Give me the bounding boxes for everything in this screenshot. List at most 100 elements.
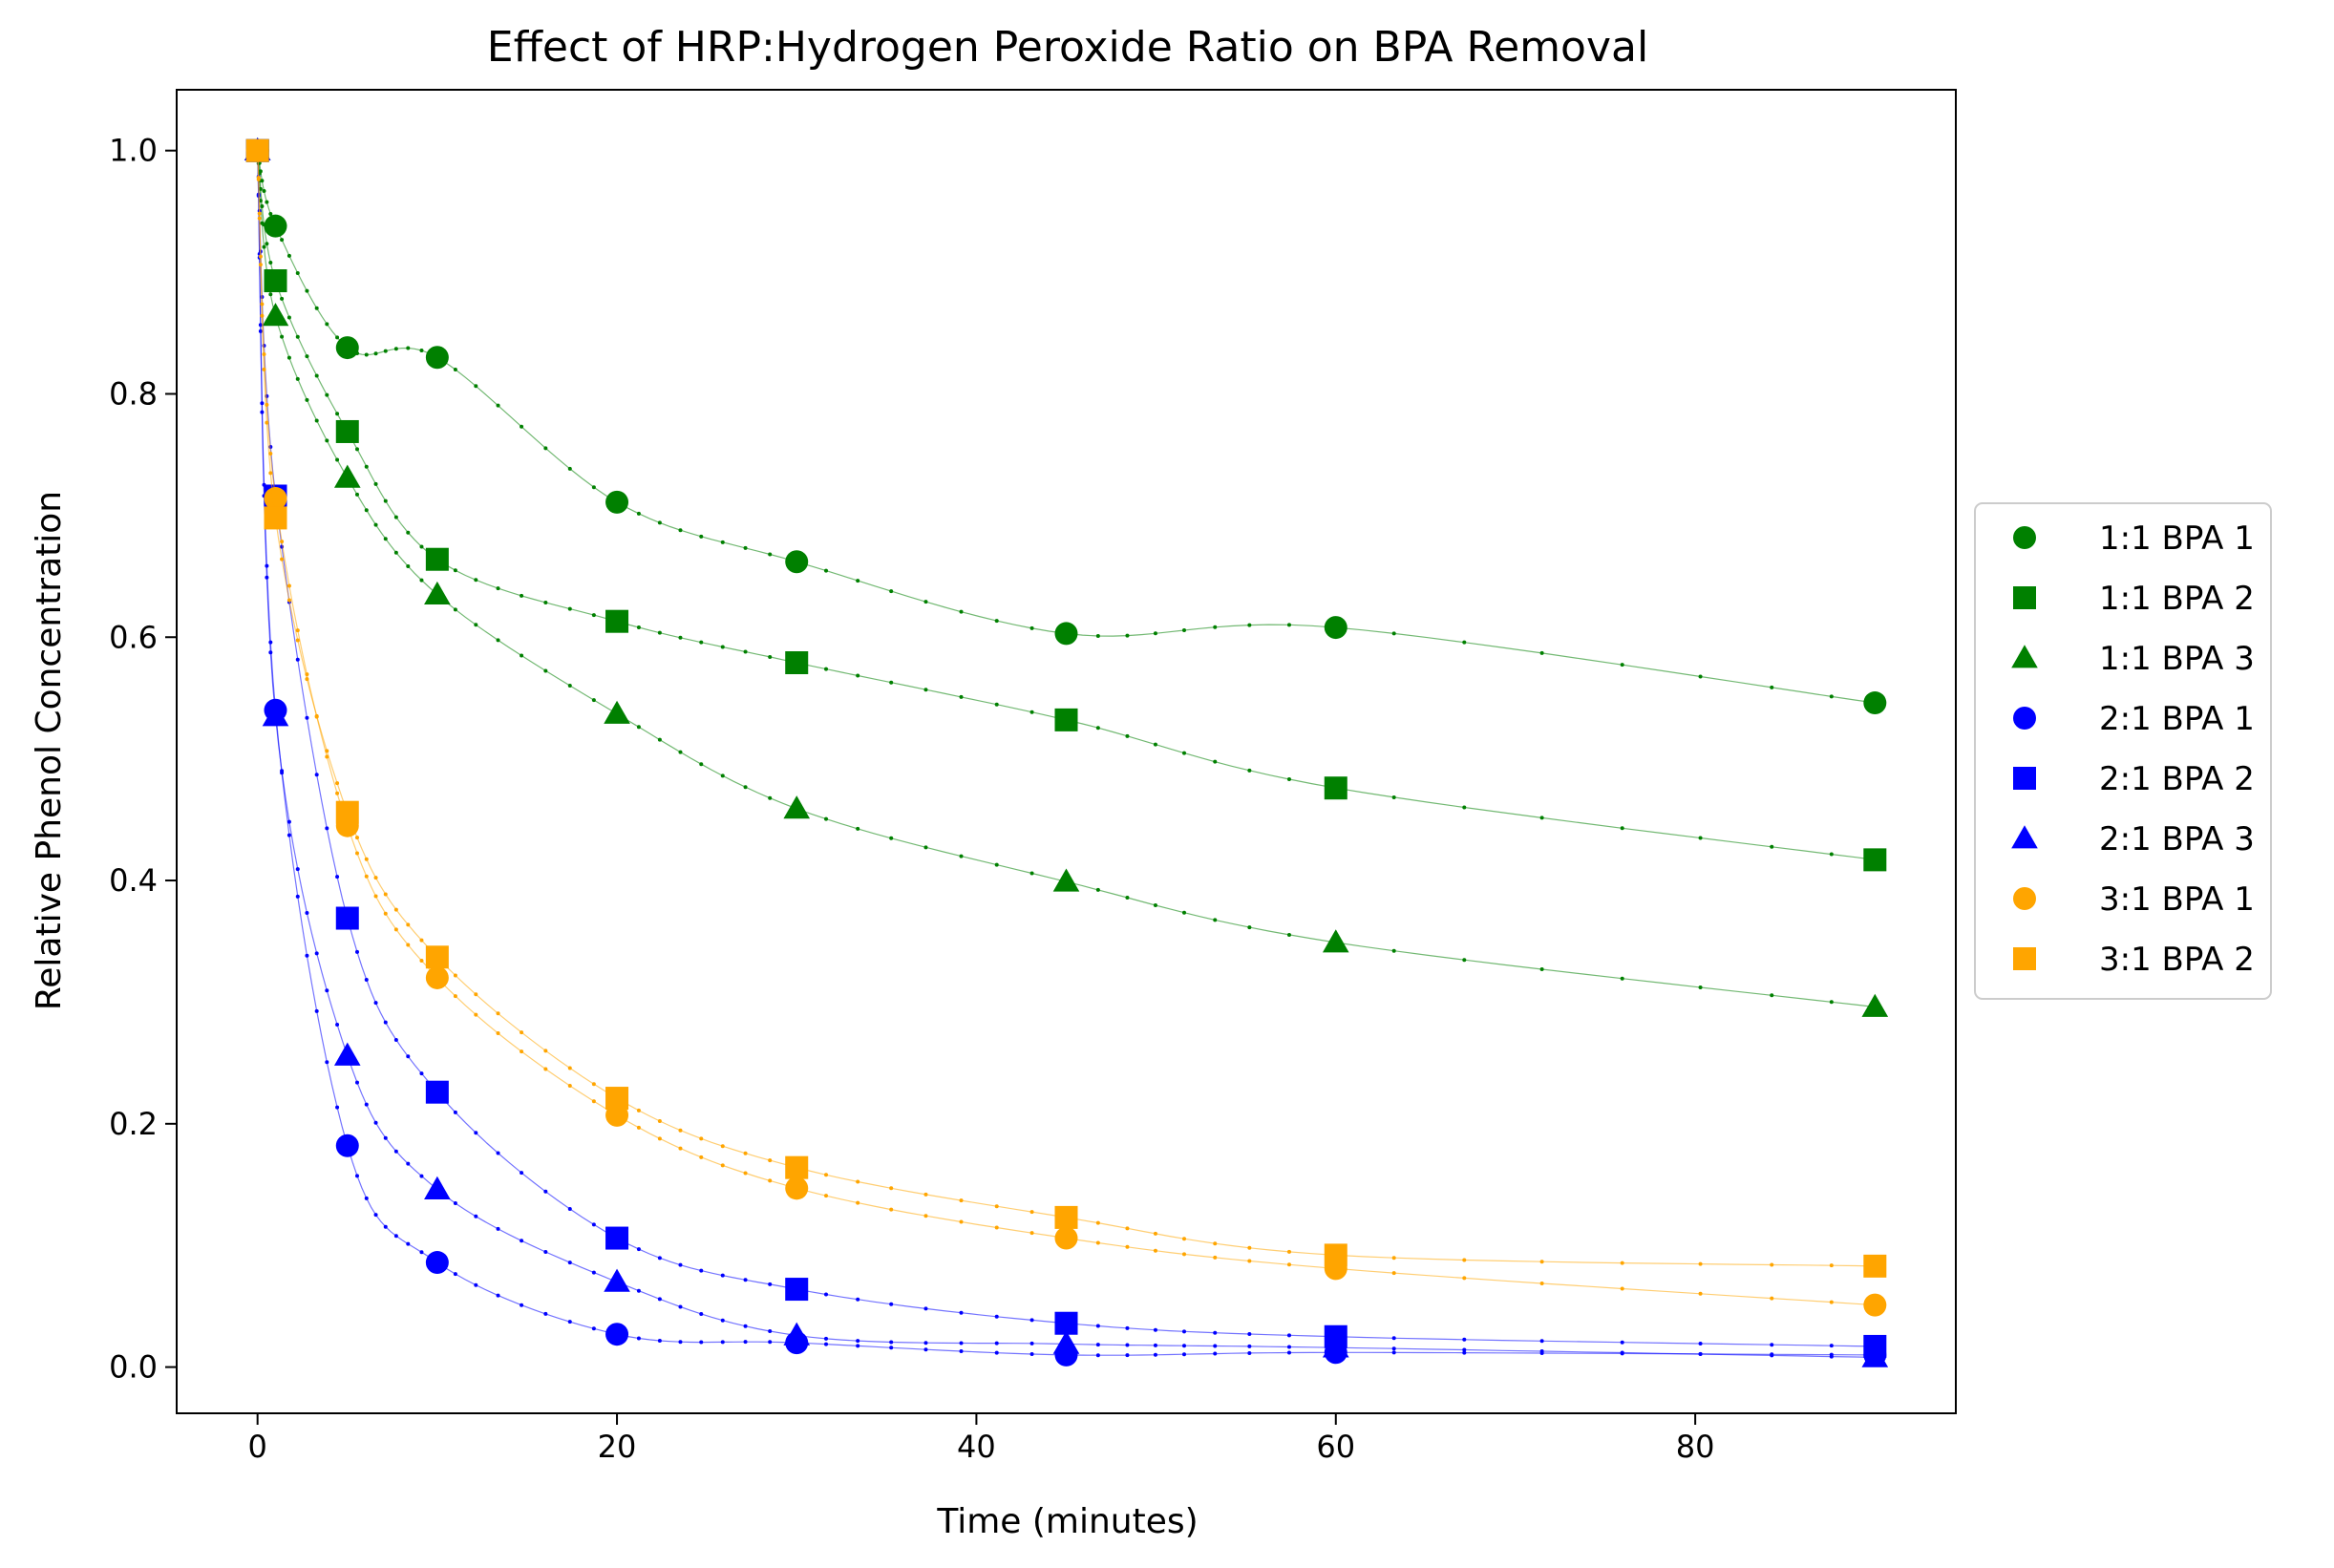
series-dot — [474, 1131, 478, 1135]
series-dot — [1286, 1262, 1291, 1267]
series-dot — [1181, 628, 1186, 633]
series-dot — [335, 1105, 340, 1110]
series-dot — [1462, 1276, 1467, 1281]
chart-title: Effect of HRP:Hydrogen Peroxide Ratio on… — [487, 23, 1648, 72]
series-dot — [1539, 1281, 1544, 1285]
series-dot — [923, 1306, 928, 1311]
series-dot — [1620, 1340, 1624, 1345]
series-dot — [567, 1261, 572, 1265]
legend: 1:1 BPA 1 1:1 BPA 2 1:1 BPA 3 2:1 BPA 1 2:1 … — [1974, 502, 2272, 1000]
series-dot — [305, 715, 309, 720]
series-dot — [923, 1214, 928, 1218]
series-dot — [295, 657, 300, 662]
series-dot — [419, 1071, 424, 1076]
series-dot — [567, 606, 572, 611]
series-dot — [743, 1171, 748, 1176]
series-dot — [699, 1311, 704, 1316]
legend-label: 2:1 BPA 2 — [2099, 760, 2255, 798]
series-dot — [419, 1174, 424, 1178]
series-dot — [453, 607, 457, 612]
series-dot — [373, 522, 378, 527]
series-dot — [260, 221, 265, 225]
series-dot — [406, 346, 411, 350]
series-dot — [567, 1320, 572, 1324]
series-dot — [1213, 918, 1218, 922]
series-dot — [314, 1008, 319, 1013]
series-dot — [520, 593, 524, 598]
series-dot — [268, 292, 273, 297]
series-dot — [354, 1080, 359, 1085]
series-dot — [325, 749, 329, 753]
series-dot — [1620, 1261, 1624, 1265]
series-dot — [474, 1282, 478, 1287]
series-dot — [743, 545, 748, 550]
series-dot — [1829, 1344, 1834, 1348]
legend-box — [1974, 502, 2272, 1000]
series-dot — [856, 1297, 860, 1302]
series-dot — [1213, 1255, 1218, 1260]
series-dot — [1029, 1231, 1034, 1236]
series-dot — [856, 673, 860, 678]
series-dot — [335, 457, 340, 462]
series-dot — [1698, 1342, 1703, 1346]
series-dot — [364, 1196, 369, 1200]
series-dot — [994, 619, 999, 624]
series-dot — [1095, 887, 1100, 892]
data-point — [604, 1268, 630, 1292]
series-dot — [889, 589, 894, 594]
x-tick-label: 60 — [1316, 1429, 1355, 1465]
series-dot — [636, 625, 641, 630]
series-dot — [743, 1278, 748, 1282]
series-dot — [295, 376, 300, 381]
series-dot — [768, 654, 773, 659]
series-dot — [636, 511, 641, 516]
data-point — [1324, 776, 1347, 800]
data-point — [1863, 1254, 1887, 1278]
series-dot — [856, 1179, 860, 1184]
series-dot — [591, 1270, 596, 1275]
series-dot — [657, 520, 662, 525]
series-dot — [373, 351, 378, 356]
series-dot — [325, 322, 329, 327]
series-dot — [1829, 1300, 1834, 1304]
series-dot — [393, 907, 398, 912]
series-dot — [453, 973, 457, 978]
y-tick-label: 0.0 — [109, 1349, 158, 1386]
series-dot — [258, 328, 263, 333]
series-dot — [268, 650, 273, 655]
data-point — [605, 609, 629, 633]
series-dot — [1213, 1344, 1218, 1348]
series-dot — [373, 876, 378, 880]
legend-label: 1:1 BPA 1 — [2099, 519, 2255, 558]
series-dot — [373, 1120, 378, 1125]
series-dot — [305, 677, 309, 682]
series-dot — [994, 1341, 999, 1346]
data-point — [605, 1226, 629, 1250]
series-dot — [699, 640, 704, 645]
series-dot — [1770, 1343, 1774, 1347]
series-dot — [383, 892, 388, 897]
series-dot — [543, 1250, 548, 1255]
series-dot — [265, 268, 269, 273]
series-dot — [1213, 625, 1218, 629]
series-dot — [393, 1149, 398, 1154]
data-point — [1322, 929, 1349, 953]
series-dot — [1181, 1237, 1186, 1241]
series-dot — [262, 367, 266, 371]
series-dot — [1181, 910, 1186, 915]
series-dot — [1698, 1352, 1703, 1357]
series-dot — [657, 1118, 662, 1123]
series-dot — [354, 447, 359, 452]
series-dot — [286, 315, 291, 320]
series-dot — [314, 951, 319, 956]
series-dot — [591, 1326, 596, 1331]
data-point — [264, 214, 287, 238]
series-dot — [720, 1273, 725, 1278]
y-tick-label: 1.0 — [109, 133, 158, 169]
series-dot — [257, 216, 262, 221]
data-point — [785, 1176, 809, 1200]
data-point — [605, 490, 629, 514]
x-tick-label: 40 — [957, 1429, 996, 1465]
series-dot — [1125, 733, 1130, 738]
